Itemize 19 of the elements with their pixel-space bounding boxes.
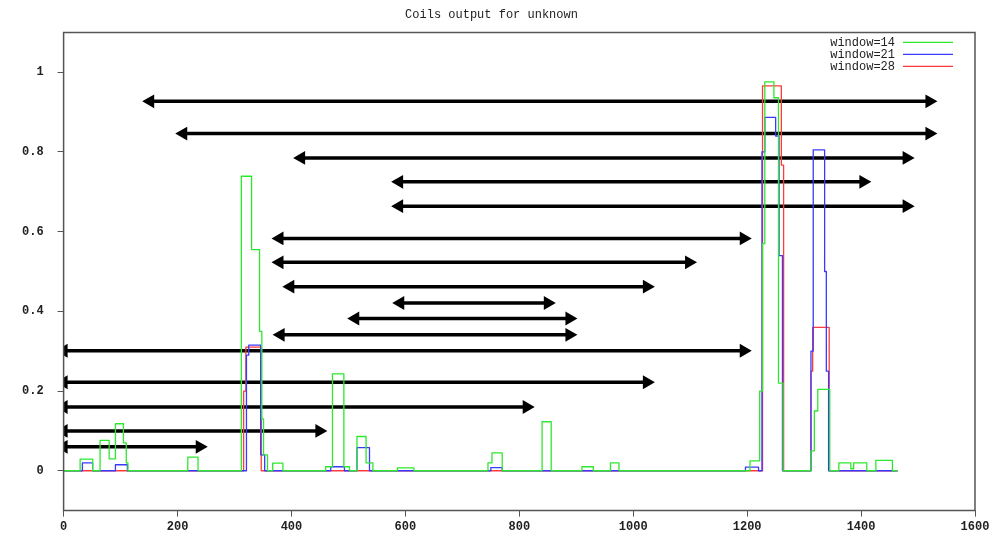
- y-tick-label: 0: [36, 463, 44, 478]
- y-tick-label: 0.6: [21, 224, 44, 239]
- y-tick-label: 0.8: [21, 144, 44, 159]
- x-tick-label: 800: [508, 519, 531, 534]
- x-tick-label: 1600: [960, 519, 990, 534]
- x-tick-label: 1000: [618, 519, 648, 534]
- y-tick-label: 1: [36, 65, 44, 80]
- x-tick-label: 0: [60, 519, 68, 534]
- x-tick-label: 200: [166, 519, 189, 534]
- x-tick-label: 1200: [732, 519, 762, 534]
- x-tick-label: 1400: [846, 519, 876, 534]
- x-tick-label: 600: [394, 519, 417, 534]
- legend-label: window=14: [830, 35, 895, 50]
- chart-title: Coils output for unknown: [405, 8, 578, 23]
- x-tick-label: 400: [280, 519, 303, 534]
- legend-label: window=21: [830, 47, 895, 62]
- y-tick-label: 0.4: [21, 304, 44, 319]
- legend-label: window=28: [830, 59, 895, 74]
- y-tick-label: 0.2: [21, 384, 44, 399]
